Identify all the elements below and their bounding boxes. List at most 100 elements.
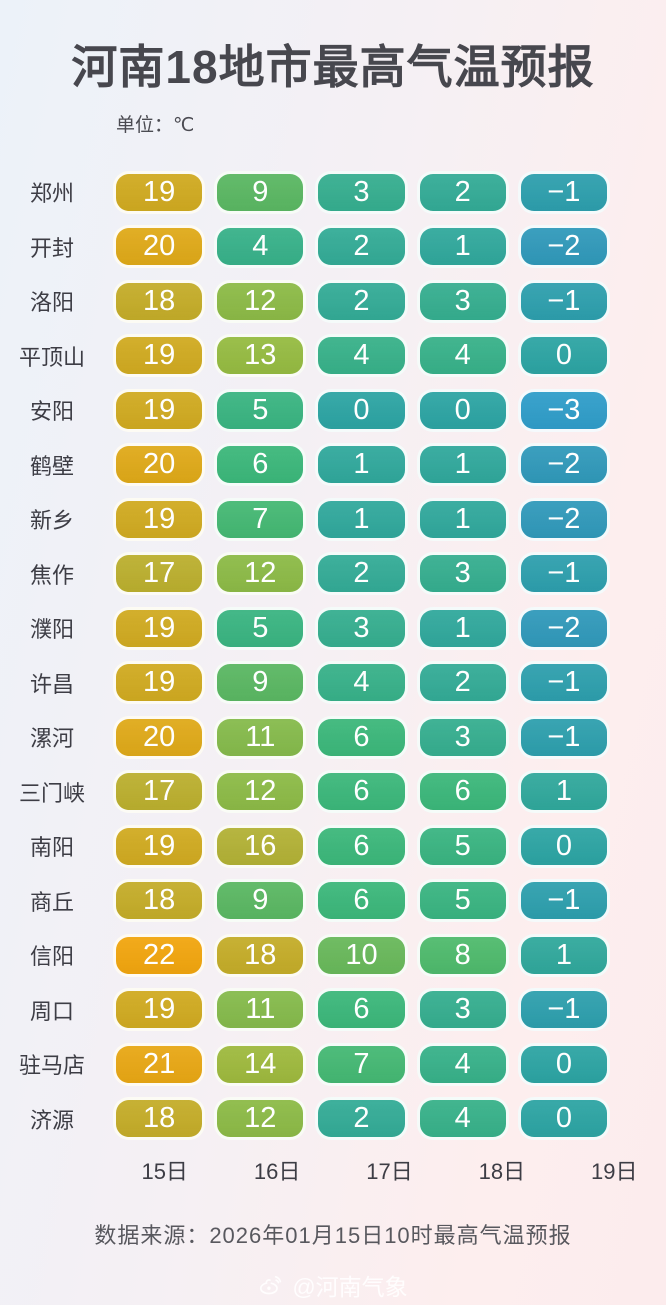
- temp-cell: 10: [315, 933, 408, 977]
- temp-cell: −1: [517, 661, 610, 705]
- temp-cell: 7: [315, 1042, 408, 1086]
- city-label: 开封: [29, 235, 74, 261]
- column-header-date: 18日: [478, 1158, 526, 1184]
- temp-cell: 4: [416, 1097, 509, 1141]
- table-row: 南阳 19 16 6 5 0: [0, 819, 610, 874]
- temp-cell: 5: [416, 879, 509, 923]
- table-row: 濮阳 19 5 3 1 −2: [0, 601, 610, 656]
- temp-cell: 11: [214, 715, 307, 759]
- temp-cell: 21: [113, 1042, 206, 1086]
- city-label: 濮阳: [29, 617, 74, 643]
- temp-cell: 6: [315, 715, 408, 759]
- temp-cell: 6: [315, 824, 408, 868]
- table-row: 新乡 19 7 1 1 −2: [0, 492, 610, 547]
- table-row: 漯河 20 11 6 3 −1: [0, 710, 610, 765]
- table-row: 济源 18 12 2 4 0: [0, 1091, 610, 1146]
- watermark-handle: @河南气象: [292, 1273, 408, 1300]
- temp-cell: 0: [517, 334, 610, 378]
- temp-cell: 0: [416, 388, 509, 432]
- table-row: 平顶山 19 13 4 4 0: [0, 328, 610, 383]
- temp-cell: 8: [416, 933, 509, 977]
- city-label: 洛阳: [29, 290, 74, 316]
- table-row: 三门峡 17 12 6 6 1: [0, 764, 610, 819]
- temp-cell: 0: [517, 1097, 610, 1141]
- temp-cell: 4: [416, 334, 509, 378]
- temp-cell: 1: [315, 497, 408, 541]
- temp-cell: 19: [113, 606, 206, 650]
- temp-cell: 3: [416, 988, 509, 1032]
- temp-cell: 3: [416, 279, 509, 323]
- temp-cell: 5: [416, 824, 509, 868]
- city-label: 周口: [29, 998, 74, 1024]
- temp-cell: 17: [113, 770, 206, 814]
- temp-cell: −1: [517, 988, 610, 1032]
- temp-cell: 3: [416, 552, 509, 596]
- city-label: 济源: [29, 1107, 74, 1133]
- city-label: 焦作: [29, 562, 74, 588]
- temp-cell: 6: [315, 770, 408, 814]
- temp-cell: 12: [214, 1097, 307, 1141]
- temp-cell: 18: [214, 933, 307, 977]
- city-label: 三门峡: [18, 780, 85, 806]
- temp-cell: 19: [113, 388, 206, 432]
- temp-cell: 1: [416, 225, 509, 269]
- temp-cell: 2: [416, 170, 509, 214]
- temp-cell: 1: [416, 443, 509, 487]
- city-label: 商丘: [29, 889, 74, 915]
- city-label: 信阳: [29, 944, 74, 970]
- table-row: 周口 19 11 6 3 −1: [0, 982, 610, 1037]
- temp-cell: 6: [214, 443, 307, 487]
- temp-cell: 2: [315, 279, 408, 323]
- temp-cell: 16: [214, 824, 307, 868]
- column-header-date: 17日: [366, 1158, 413, 1184]
- temp-cell: 5: [214, 388, 307, 432]
- temp-cell: −1: [517, 715, 610, 759]
- temp-cell: −1: [517, 552, 610, 596]
- page-title: 河南18地市最高气温预报: [71, 41, 595, 93]
- table-row: 开封 20 4 2 1 −2: [0, 219, 610, 274]
- temp-cell: −2: [517, 225, 610, 269]
- temp-cell: 9: [214, 661, 307, 705]
- temp-cell: 19: [113, 661, 206, 705]
- city-label: 许昌: [29, 671, 74, 697]
- temp-cell: 22: [113, 933, 206, 977]
- temp-cell: 19: [113, 824, 206, 868]
- city-label: 驻马店: [18, 1053, 85, 1079]
- temp-cell: 4: [315, 661, 408, 705]
- temp-cell: 6: [416, 770, 509, 814]
- temp-cell: 12: [214, 552, 307, 596]
- temp-cell: 3: [315, 170, 408, 214]
- city-label: 南阳: [29, 835, 74, 861]
- temp-cell: 6: [315, 879, 408, 923]
- temp-cell: 13: [214, 334, 307, 378]
- temp-cell: 2: [315, 552, 408, 596]
- temp-cell: 4: [416, 1042, 509, 1086]
- temp-cell: 19: [113, 988, 206, 1032]
- temp-cell: 1: [517, 933, 610, 977]
- temp-cell: 2: [416, 661, 509, 705]
- unit-label: 单位：℃: [116, 114, 195, 136]
- table-row: 驻马店 21 14 7 4 0: [0, 1037, 610, 1092]
- temp-cell: 17: [113, 552, 206, 596]
- temp-cell: 19: [113, 497, 206, 541]
- temp-cell: 19: [113, 170, 206, 214]
- temp-cell: 18: [113, 879, 206, 923]
- city-label: 平顶山: [18, 344, 85, 370]
- temp-cell: 2: [315, 225, 408, 269]
- temp-cell: −3: [517, 388, 610, 432]
- weibo-watermark: @河南气象: [0, 1268, 666, 1302]
- table-row: 许昌 19 9 4 2 −1: [0, 655, 610, 710]
- temp-cell: 2: [315, 1097, 408, 1141]
- temp-cell: 0: [517, 824, 610, 868]
- city-label: 漯河: [29, 726, 74, 752]
- temp-cell: −1: [517, 170, 610, 214]
- temp-cell: 18: [113, 279, 206, 323]
- temp-cell: 0: [517, 1042, 610, 1086]
- column-header-date: 16日: [253, 1158, 301, 1184]
- temp-cell: −1: [517, 879, 610, 923]
- temp-cell: 18: [113, 1097, 206, 1141]
- table-row: 安阳 19 5 0 0 −3: [0, 383, 610, 438]
- temp-cell: 5: [214, 606, 307, 650]
- temp-cell: 6: [315, 988, 408, 1032]
